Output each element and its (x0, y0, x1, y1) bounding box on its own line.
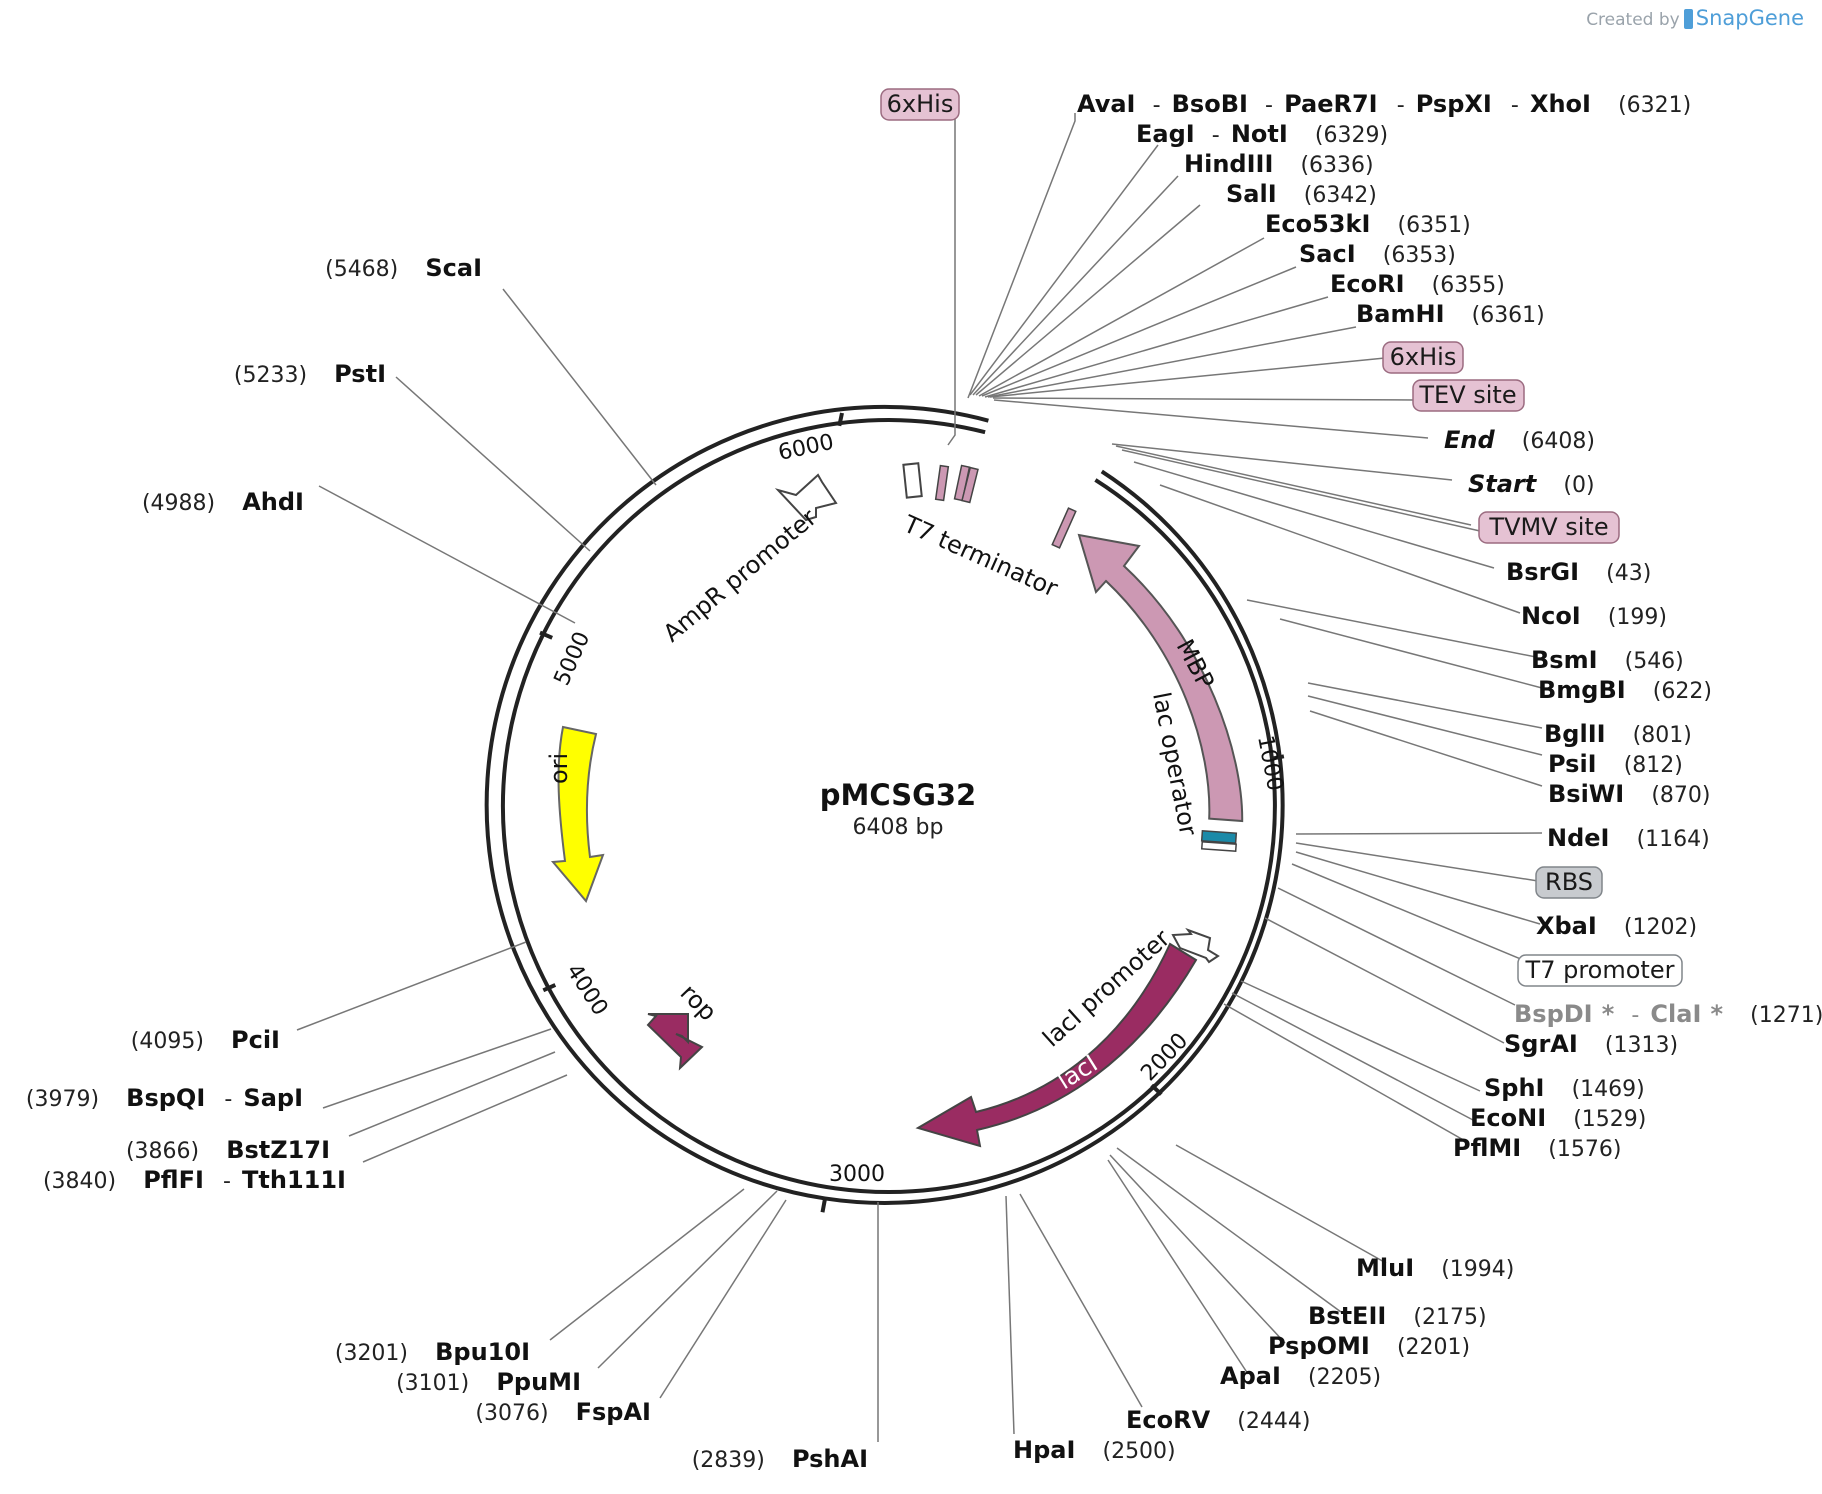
site-bsteii: BstEII (2175) (1308, 1302, 1487, 1330)
t7-terminator-box (902, 462, 923, 499)
site-hindiii: HindIII (6336) (1184, 150, 1374, 178)
tvmv-site-box (1478, 511, 1620, 544)
site-bglii: BglII (801) (1544, 720, 1692, 748)
site-psti: (5233) PstI (234, 360, 386, 388)
site-sphi: SphI (1469) (1484, 1074, 1645, 1102)
t7-promoter-label: T7 promoter (1525, 956, 1675, 984)
ampr-promoter-arrow (774, 473, 838, 522)
his-tag-top-box (880, 88, 960, 121)
site-bsmi: BsmI (546) (1531, 646, 1684, 674)
his-tag-right-label: 6xHis (1390, 343, 1457, 371)
tvmv-site-mark (1051, 507, 1077, 549)
site-ndei: NdeI (1164) (1547, 824, 1710, 852)
tev-site-label: TEV site (1418, 381, 1516, 409)
his-tag-top-label: 6xHis (887, 90, 954, 118)
site-scai: (5468) ScaI (325, 254, 482, 282)
site-pcii: (4095) PciI (131, 1026, 280, 1054)
site-noti: EagI - NotI (6329) (1136, 120, 1388, 148)
site-psii: PsiI (812) (1548, 750, 1683, 778)
site-pshai: (2839) PshAI (692, 1445, 868, 1473)
tick-marks (539, 412, 1285, 1213)
lac-operator-mark (1200, 830, 1238, 844)
restriction-sites-left: (2839) PshAI (3076) FspAI (3101) PpuMI (… (26, 254, 868, 1473)
site-apai: ApaI (2205) (1220, 1362, 1381, 1390)
snapgene-watermark: Created by SnapGene (1586, 6, 1804, 30)
leader-lines (296, 110, 1543, 1442)
site-mlui: MluI (1994) (1356, 1254, 1514, 1282)
site-xbai: XbaI (1202) (1536, 912, 1697, 940)
site-ppumi: (3101) PpuMI (396, 1368, 581, 1396)
site-econi: EcoNI (1529) (1470, 1104, 1646, 1132)
tick-4000: 4000 (561, 960, 612, 1021)
tick-5000: 5000 (550, 628, 596, 689)
his-tag-top-mark (934, 464, 950, 502)
site-tth111i: (3840) PflFI - Tth111I (43, 1166, 346, 1194)
tvmv-site-label: TVMV site (1488, 513, 1608, 541)
features (550, 462, 1244, 1148)
plasmid-size: 6408 bp (853, 815, 944, 840)
his-tag-right-box (1382, 341, 1464, 374)
site-ahdi: (4988) AhdI (142, 488, 304, 516)
site-bamhi: BamHI (6361) (1356, 300, 1545, 328)
site-bstz17i: (3866) BstZ17I (126, 1136, 330, 1164)
site-sgrai: SgrAI (1313) (1504, 1030, 1678, 1058)
laci-arrow (915, 942, 1198, 1148)
site-end: End (6408) (1444, 426, 1595, 454)
site-eco53ki: Eco53kI (6351) (1265, 210, 1471, 238)
site-hpai: HpaI (2500) (1013, 1436, 1176, 1464)
site-bmgbi: BmgBI (622) (1538, 676, 1712, 704)
site-bsiwi: BsiWI (870) (1548, 780, 1710, 808)
ampr-promoter-label: AmpR promoter (658, 503, 822, 647)
t7-promoter-box (1517, 954, 1683, 987)
snapgene-logo-icon (1683, 9, 1693, 29)
rbs-box (1535, 866, 1603, 899)
watermark-created-by: Created by (1586, 10, 1680, 30)
site-ecorv: EcoRV (2444) (1126, 1406, 1310, 1434)
tick-3000: 3000 (829, 1162, 885, 1187)
ori-label: ori (545, 753, 573, 784)
rbs-label: RBS (1545, 868, 1593, 896)
ori-arrow (550, 725, 605, 903)
site-xhoi: AvaI - BsoBI - PaeR7I - PspXI - XhoI (63… (1077, 90, 1691, 118)
plasmid-name: pMCSG32 (820, 778, 976, 812)
site-sali: SalI (6342) (1226, 180, 1377, 208)
t7-terminator-label: T7 terminator (899, 509, 1062, 602)
site-ecori: EcoRI (6355) (1330, 270, 1505, 298)
site-pflmi: PflMI (1576) (1453, 1134, 1621, 1162)
site-saci: SacI (6353) (1299, 240, 1456, 268)
rop-arrow (646, 1013, 704, 1071)
tags: 6xHis 6xHis TEV site TVMV site RBS T7 pr… (880, 88, 1683, 987)
watermark-brand: SnapGene (1695, 6, 1804, 30)
site-start: Start (0) (1468, 470, 1595, 498)
tev-site-box (1412, 379, 1525, 412)
site-bsrgi: BsrGI (43) (1506, 558, 1651, 586)
site-fspai: (3076) FspAI (475, 1398, 651, 1426)
laci-promoter-arrow (1171, 927, 1220, 964)
site-ncoi: NcoI (199) (1521, 602, 1667, 630)
mbp-arrow (1077, 533, 1244, 823)
tick-1000: 1000 (1252, 733, 1287, 793)
restriction-sites-right: AvaI - BsoBI - PaeR7I - PspXI - XhoI (63… (1013, 90, 1822, 1464)
site-bpu10i: (3201) Bpu10I (335, 1338, 530, 1366)
site-pspomi: PspOMI (2201) (1268, 1332, 1470, 1360)
site-clai: BspDI * - ClaI * (1271) (1514, 1000, 1822, 1028)
backbone (484, 404, 1285, 1205)
site-sapi: (3979) BspQI - SapI (26, 1084, 303, 1112)
his-tag-right-mark (961, 466, 979, 504)
rbs-mark (1200, 841, 1237, 852)
